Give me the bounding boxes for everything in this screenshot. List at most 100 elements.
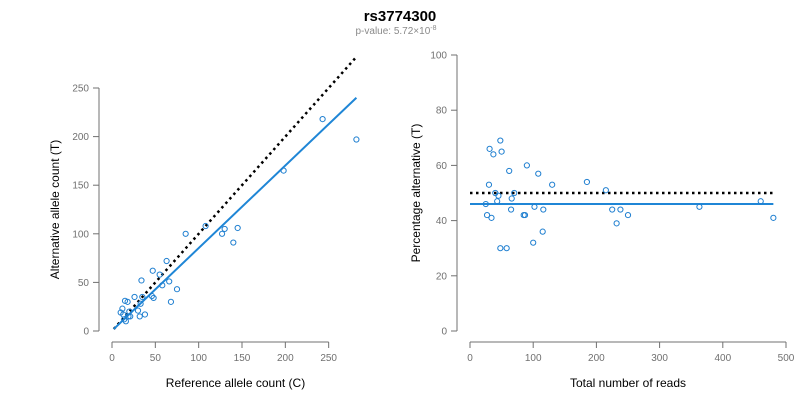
right-panel-percentage-alternative: 0 100 200 300 400 500 0 20 40 60 80 100 Total number… <box>409 51 795 391</box>
expected-ratio-line <box>112 56 358 330</box>
figure-subtitle: p-value: 5.72×10-8 <box>355 25 436 37</box>
data-point <box>230 239 237 246</box>
y-tick-label: 40 <box>436 216 448 227</box>
data-point <box>539 228 546 235</box>
data-point <box>148 292 155 300</box>
y-axis-label: Percentage alternative (T) <box>409 124 423 263</box>
data-point <box>523 162 530 169</box>
data-point <box>136 313 143 320</box>
x-tick-label: 300 <box>651 353 668 364</box>
data-point <box>486 145 493 152</box>
y-tick-label: 100 <box>72 229 89 240</box>
data-point <box>131 293 138 301</box>
y-tick-label: 200 <box>72 132 89 143</box>
x-tick-label: 500 <box>778 353 795 364</box>
data-point <box>521 211 529 219</box>
data-point <box>221 225 228 233</box>
data-point <box>609 206 616 213</box>
data-point <box>353 136 360 143</box>
data-point <box>141 311 149 318</box>
y-tick-label: 250 <box>72 84 89 95</box>
data-point <box>280 167 287 174</box>
data-point <box>167 298 175 305</box>
x-tick-label: 400 <box>714 353 731 364</box>
data-point <box>507 206 515 213</box>
data-point <box>531 203 538 210</box>
data-point <box>549 181 556 188</box>
data-point <box>495 192 502 199</box>
data-point <box>319 116 326 123</box>
data-point <box>624 211 632 219</box>
y-tick-label: 100 <box>430 51 447 62</box>
data-point <box>497 245 504 252</box>
data-point <box>139 293 146 301</box>
data-point <box>163 257 170 265</box>
x-tick-label: 100 <box>525 353 542 364</box>
data-point <box>149 267 156 274</box>
data-point <box>508 195 515 202</box>
x-tick-label: 0 <box>467 353 473 364</box>
fitted-line <box>113 96 358 330</box>
subtitle-exponent: -8 <box>430 25 436 32</box>
data-point <box>127 313 134 320</box>
data-point <box>137 300 144 307</box>
x-tick-label: 200 <box>277 353 294 364</box>
left-panel-allele-counts: 0 50 100 150 200 250 0 50 100 150 200 250 Reference … <box>48 56 360 390</box>
data-point <box>540 206 547 213</box>
data-point <box>613 220 620 227</box>
data-point <box>488 214 495 221</box>
x-tick-label: 0 <box>109 353 115 364</box>
y-tick-label: 150 <box>72 181 89 192</box>
y-tick-label: 60 <box>436 161 448 172</box>
x-tick-label: 200 <box>588 353 605 364</box>
x-tick-label: 150 <box>234 353 251 364</box>
data-point <box>511 189 518 197</box>
data-point <box>156 271 163 278</box>
data-point <box>696 203 703 210</box>
data-point <box>138 277 145 284</box>
data-point <box>234 224 241 232</box>
data-point <box>770 214 777 221</box>
data-point <box>617 206 624 213</box>
data-point <box>119 305 126 312</box>
data-point <box>494 198 501 205</box>
data-point <box>159 282 166 289</box>
x-tick-label: 250 <box>320 353 337 364</box>
y-tick-label: 0 <box>441 327 447 338</box>
data-point <box>150 294 157 302</box>
data-point <box>497 137 504 144</box>
data-point <box>602 187 609 194</box>
subtitle-text: p-value: 5.72×10 <box>355 26 430 37</box>
y-tick-label: 0 <box>83 327 89 338</box>
x-tick-label: 100 <box>190 353 207 364</box>
data-point <box>498 148 505 155</box>
y-tick-label: 80 <box>436 106 448 117</box>
x-axis-label: Total number of reads <box>570 376 686 390</box>
data-point <box>134 307 142 314</box>
data-point <box>124 298 131 305</box>
data-point <box>173 286 181 293</box>
data-point <box>218 230 226 237</box>
y-tick-label: 50 <box>78 278 90 289</box>
data-point <box>583 178 591 186</box>
data-point <box>182 230 189 237</box>
figure-title: rs3774300 <box>364 8 437 25</box>
y-axis-label: Alternative allele count (T) <box>48 140 62 279</box>
data-point <box>506 167 513 175</box>
data-point <box>757 198 764 205</box>
data-point <box>485 181 493 188</box>
data-point <box>122 318 129 325</box>
y-tick-label: 20 <box>436 271 448 282</box>
data-point <box>503 245 510 252</box>
data-point <box>483 211 491 219</box>
data-point <box>202 222 209 230</box>
data-point <box>530 239 537 246</box>
data-point <box>535 170 542 177</box>
x-axis-label: Reference allele count (C) <box>166 376 305 390</box>
data-point <box>482 200 489 208</box>
data-point <box>166 278 173 285</box>
data-point <box>121 316 128 323</box>
data-point <box>490 151 497 158</box>
x-tick-label: 50 <box>150 353 162 364</box>
